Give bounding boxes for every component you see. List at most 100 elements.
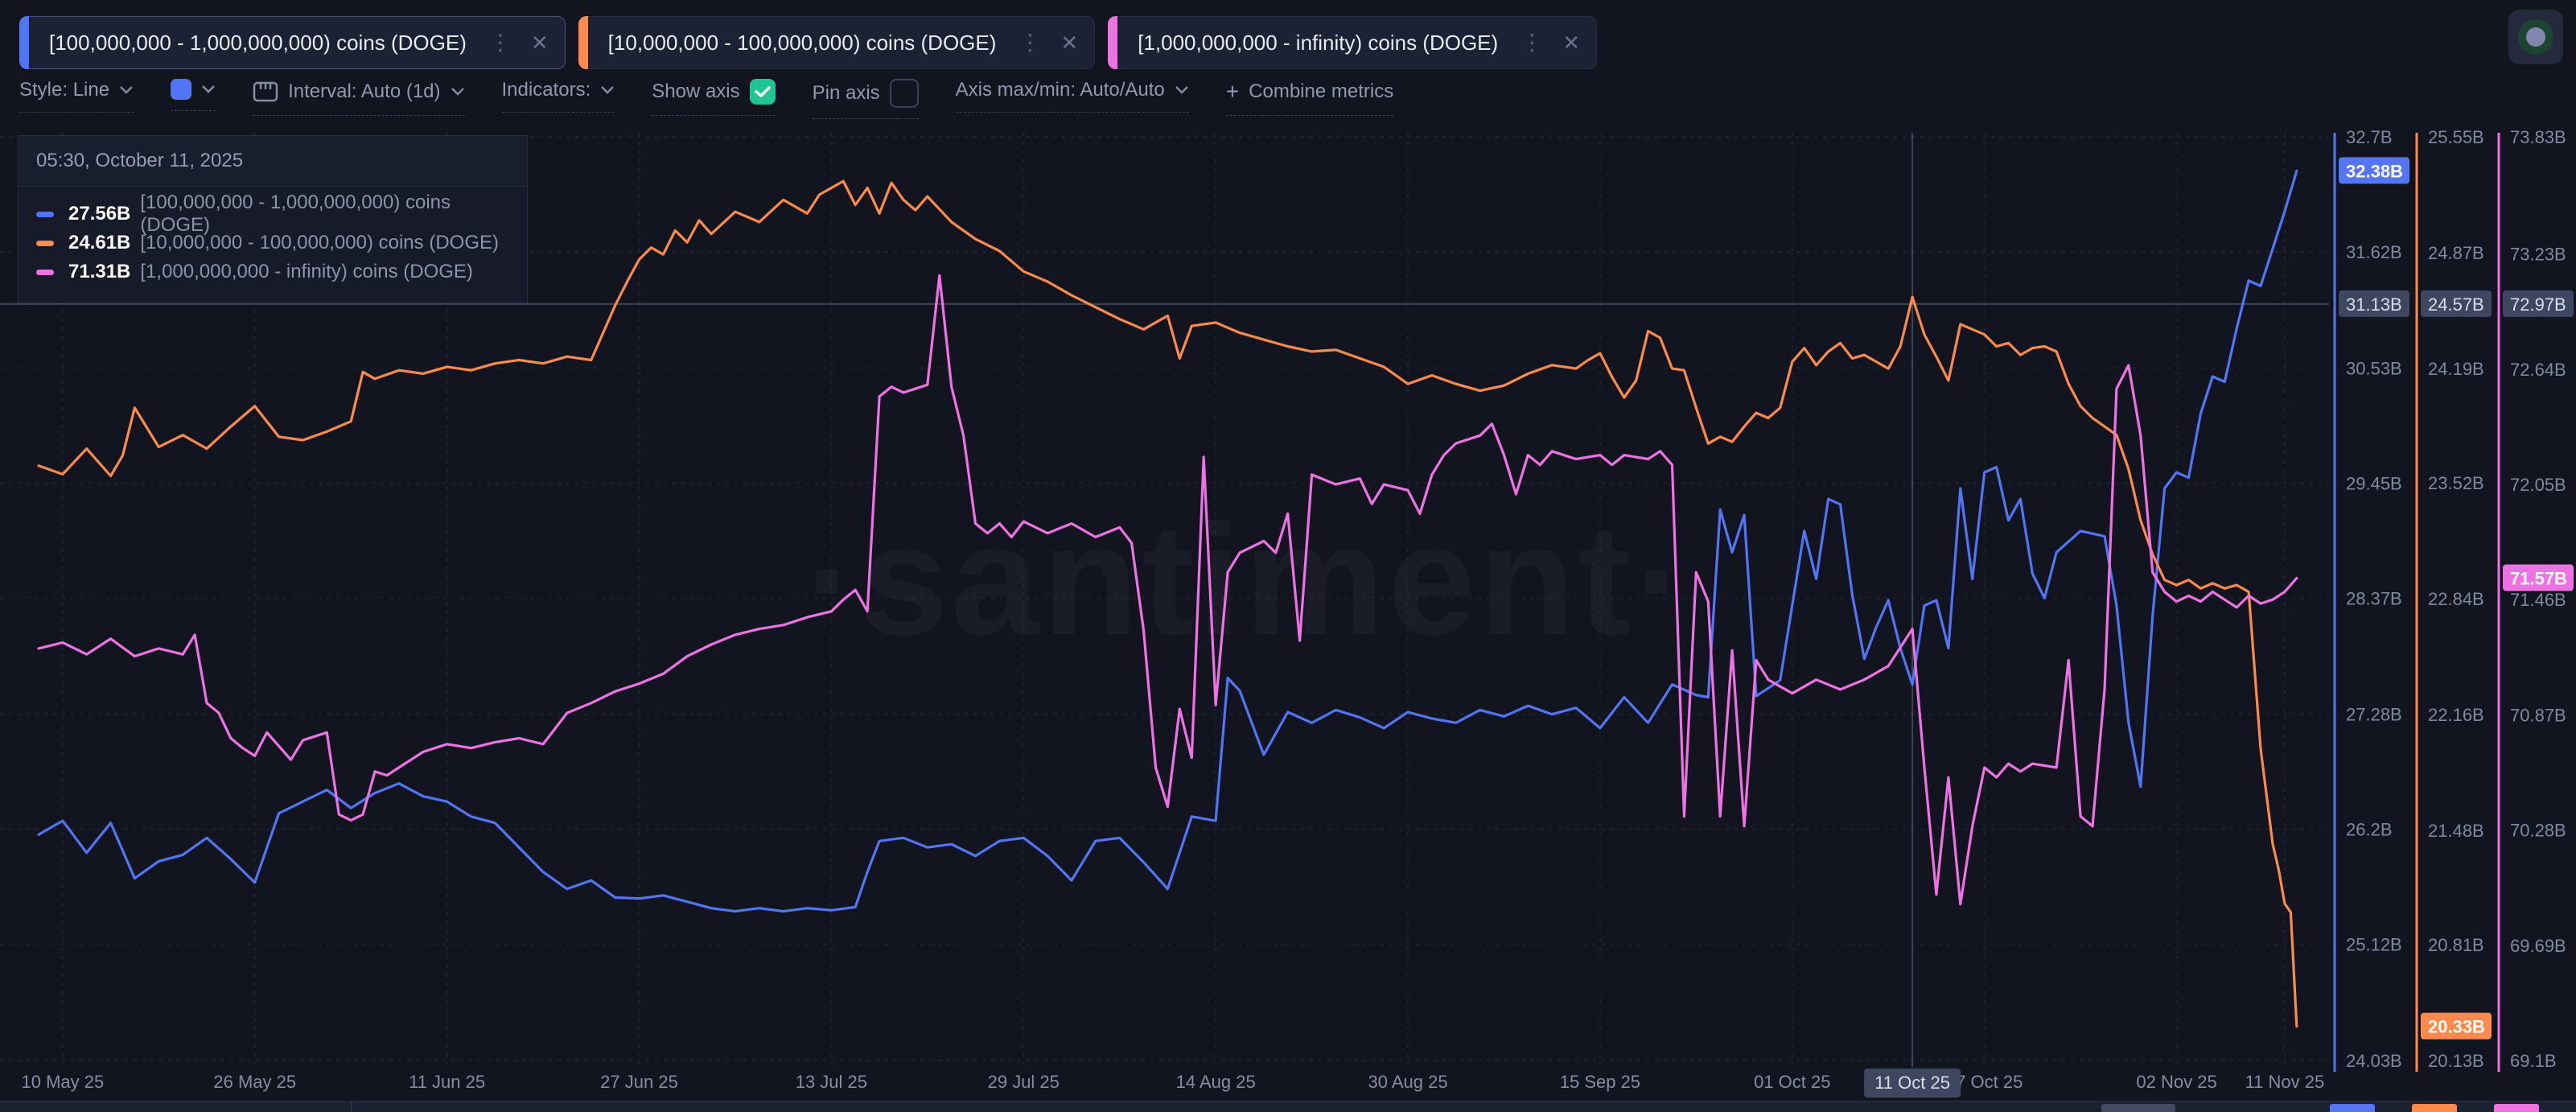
- x-tick-label: 29 Jul 25: [988, 1072, 1060, 1092]
- combine-metrics-button[interactable]: + Combine metrics: [1225, 79, 1394, 116]
- y-axis-orange[interactable]: 25.55B 24.87B 24.19B 23.52B 22.84B 22.16B 21.4…: [2415, 127, 2492, 1072]
- tab-metric-2[interactable]: [10,000,000 - 100,000,000) coins (DOGE) …: [578, 16, 1096, 69]
- indicators-label: Indicators:: [501, 79, 591, 101]
- show-axis-toggle[interactable]: Show axis: [652, 79, 776, 116]
- y-axis-pink[interactable]: 73.83B 73.23B 72.64B 72.05B 71.46B 70.87B 70.2…: [2497, 127, 2574, 1072]
- y-tick-label: 22.16B: [2428, 705, 2484, 725]
- y-tick-label: 73.23B: [2510, 245, 2566, 265]
- y-tick-label: 31.62B: [2346, 242, 2402, 262]
- kebab-menu-icon[interactable]: ⋮: [1520, 30, 1544, 55]
- tab-metric-3[interactable]: [1,000,000,000 - infinity) coins (DOGE) …: [1108, 16, 1597, 69]
- chart-toolbar: Style: Line Interval: Auto (1d) Indicato…: [19, 79, 1394, 119]
- next-panel-edge: [0, 1101, 2576, 1112]
- y-tick-label: 69.1B: [2510, 1051, 2557, 1071]
- x-tick-label: 11 Nov 25: [2245, 1072, 2325, 1092]
- crosshair-value-chip: 24.57B: [2428, 294, 2484, 315]
- pin-axis-toggle[interactable]: Pin axis: [812, 79, 919, 119]
- x-tick-label: 30 Aug 25: [1368, 1072, 1447, 1092]
- chevron-down-icon: [451, 88, 464, 96]
- chevron-down-icon: [1175, 86, 1188, 94]
- axis-maxmin-dropdown[interactable]: Axis max/min: Auto/Auto: [955, 79, 1189, 113]
- y-tick-label: 22.84B: [2428, 589, 2484, 609]
- kebab-menu-icon[interactable]: ⋮: [488, 30, 512, 55]
- y-tick-label: 28.37B: [2346, 588, 2402, 608]
- metric-tabs: [100,000,000 - 1,000,000,000) coins (DOG…: [19, 16, 1597, 69]
- peeking-badge-fragment: [2330, 1104, 2375, 1112]
- y-tick-label: 70.87B: [2510, 705, 2566, 725]
- style-dropdown[interactable]: Style: Line: [19, 79, 134, 113]
- color-swatch-dropdown[interactable]: [171, 79, 216, 111]
- combine-metrics-label: Combine metrics: [1249, 80, 1394, 102]
- tooltip-row-orange: 24.61B [10,000,000 - 100,000,000) coins …: [36, 229, 509, 257]
- x-tick-label: 02 Nov 25: [2136, 1072, 2216, 1092]
- y-tick-label: 24.87B: [2428, 243, 2484, 263]
- tooltip-label: [100,000,000 - 1,000,000,000) coins (DOG…: [140, 192, 451, 236]
- crosshair: [0, 133, 2329, 1067]
- pin-axis-label: Pin axis: [812, 82, 880, 104]
- x-tick-label: 01 Oct 25: [1754, 1072, 1830, 1092]
- series-line-orange[interactable]: [37, 179, 2298, 1028]
- close-icon[interactable]: ✕: [530, 31, 549, 55]
- tab-accent-pink: [1108, 16, 1118, 69]
- chart-settings-button[interactable]: [2508, 10, 2563, 64]
- interval-ruler-icon: [253, 81, 278, 102]
- pin-axis-checkbox[interactable]: [889, 79, 919, 108]
- interval-dropdown[interactable]: Interval: Auto (1d): [253, 79, 465, 116]
- y-tick-label: 25.55B: [2428, 127, 2484, 147]
- indicators-dropdown[interactable]: Indicators:: [501, 79, 615, 113]
- y-tick-label: 21.48B: [2428, 821, 2484, 841]
- strip-divider: [351, 1102, 352, 1112]
- record-icon: [2518, 19, 2553, 55]
- check-icon: [754, 86, 771, 97]
- x-tick-label: 15 Sep 25: [1560, 1072, 1640, 1092]
- y-axis-blue[interactable]: 32.7B 31.62B 30.53B 29.45B 28.37B 27.28B 26.2B…: [2333, 127, 2409, 1072]
- x-tick-label: 11 Jun 25: [409, 1072, 485, 1092]
- color-swatch: [171, 79, 192, 100]
- tab-metric-1[interactable]: [100,000,000 - 1,000,000,000) coins (DOG…: [19, 16, 566, 69]
- tab-accent-blue: [19, 16, 29, 69]
- tooltip-timestamp: 05:30, October 11, 2025: [19, 136, 527, 187]
- axis-maxmin-label: Axis max/min: Auto/Auto: [955, 79, 1165, 101]
- chevron-down-icon: [202, 85, 215, 93]
- style-label: Style: Line: [19, 79, 110, 101]
- tooltip-value: 24.61B: [68, 232, 131, 253]
- x-tick-label: 13 Jul 25: [796, 1072, 867, 1092]
- series-swatch-pink: [36, 269, 54, 275]
- tab-label: [100,000,000 - 1,000,000,000) coins (DOG…: [49, 30, 467, 55]
- current-value-badge: 32.38B: [2346, 161, 2403, 181]
- santiment-watermark: ·santiment·: [804, 492, 1690, 668]
- series-line-blue[interactable]: [37, 169, 2298, 913]
- series-line-pink[interactable]: [37, 274, 2298, 906]
- y-tick-label: 29.45B: [2346, 473, 2402, 493]
- series-swatch-blue: [36, 211, 54, 217]
- y-tick-label: 25.12B: [2346, 935, 2402, 955]
- x-tick-label: 27 Jun 25: [600, 1072, 678, 1092]
- x-tick-label: 26 May 25: [213, 1072, 296, 1092]
- y-tick-label: 73.83B: [2510, 127, 2566, 147]
- tooltip-row-pink: 71.31B [1,000,000,000 - infinity) coins …: [36, 257, 509, 286]
- tooltip-value: 71.31B: [68, 261, 131, 282]
- current-value-badge: 20.33B: [2428, 1017, 2485, 1037]
- y-tick-label: 71.46B: [2510, 590, 2566, 610]
- plus-icon: +: [1225, 79, 1240, 104]
- close-icon[interactable]: ✕: [1562, 31, 1580, 55]
- peeking-badge-fragment: [2494, 1104, 2539, 1112]
- tooltip-value: 27.56B: [68, 203, 131, 224]
- show-axis-checkbox[interactable]: [749, 79, 776, 105]
- peeking-badge-fragment: [2101, 1104, 2175, 1112]
- interval-label: Interval: Auto (1d): [288, 80, 441, 102]
- tooltip-label: [10,000,000 - 100,000,000) coins (DOGE): [140, 232, 499, 253]
- crosshair-date-chip: 11 Oct 25: [1874, 1073, 1950, 1093]
- y-tick-label: 20.81B: [2428, 935, 2484, 955]
- y-tick-label: 72.05B: [2510, 475, 2566, 495]
- chevron-down-icon: [120, 86, 133, 94]
- close-icon[interactable]: ✕: [1060, 31, 1079, 55]
- x-axis[interactable]: 10 May 25 26 May 25 11 Jun 25 27 Jun 25 13 J…: [21, 1069, 2324, 1098]
- y-tick-label: 26.2B: [2346, 820, 2393, 840]
- y-tick-label: 30.53B: [2346, 358, 2402, 378]
- y-tick-label: 20.13B: [2428, 1051, 2484, 1071]
- y-tick-label: 69.69B: [2510, 936, 2566, 956]
- kebab-menu-icon[interactable]: ⋮: [1018, 30, 1042, 55]
- y-tick-label: 23.52B: [2428, 473, 2484, 493]
